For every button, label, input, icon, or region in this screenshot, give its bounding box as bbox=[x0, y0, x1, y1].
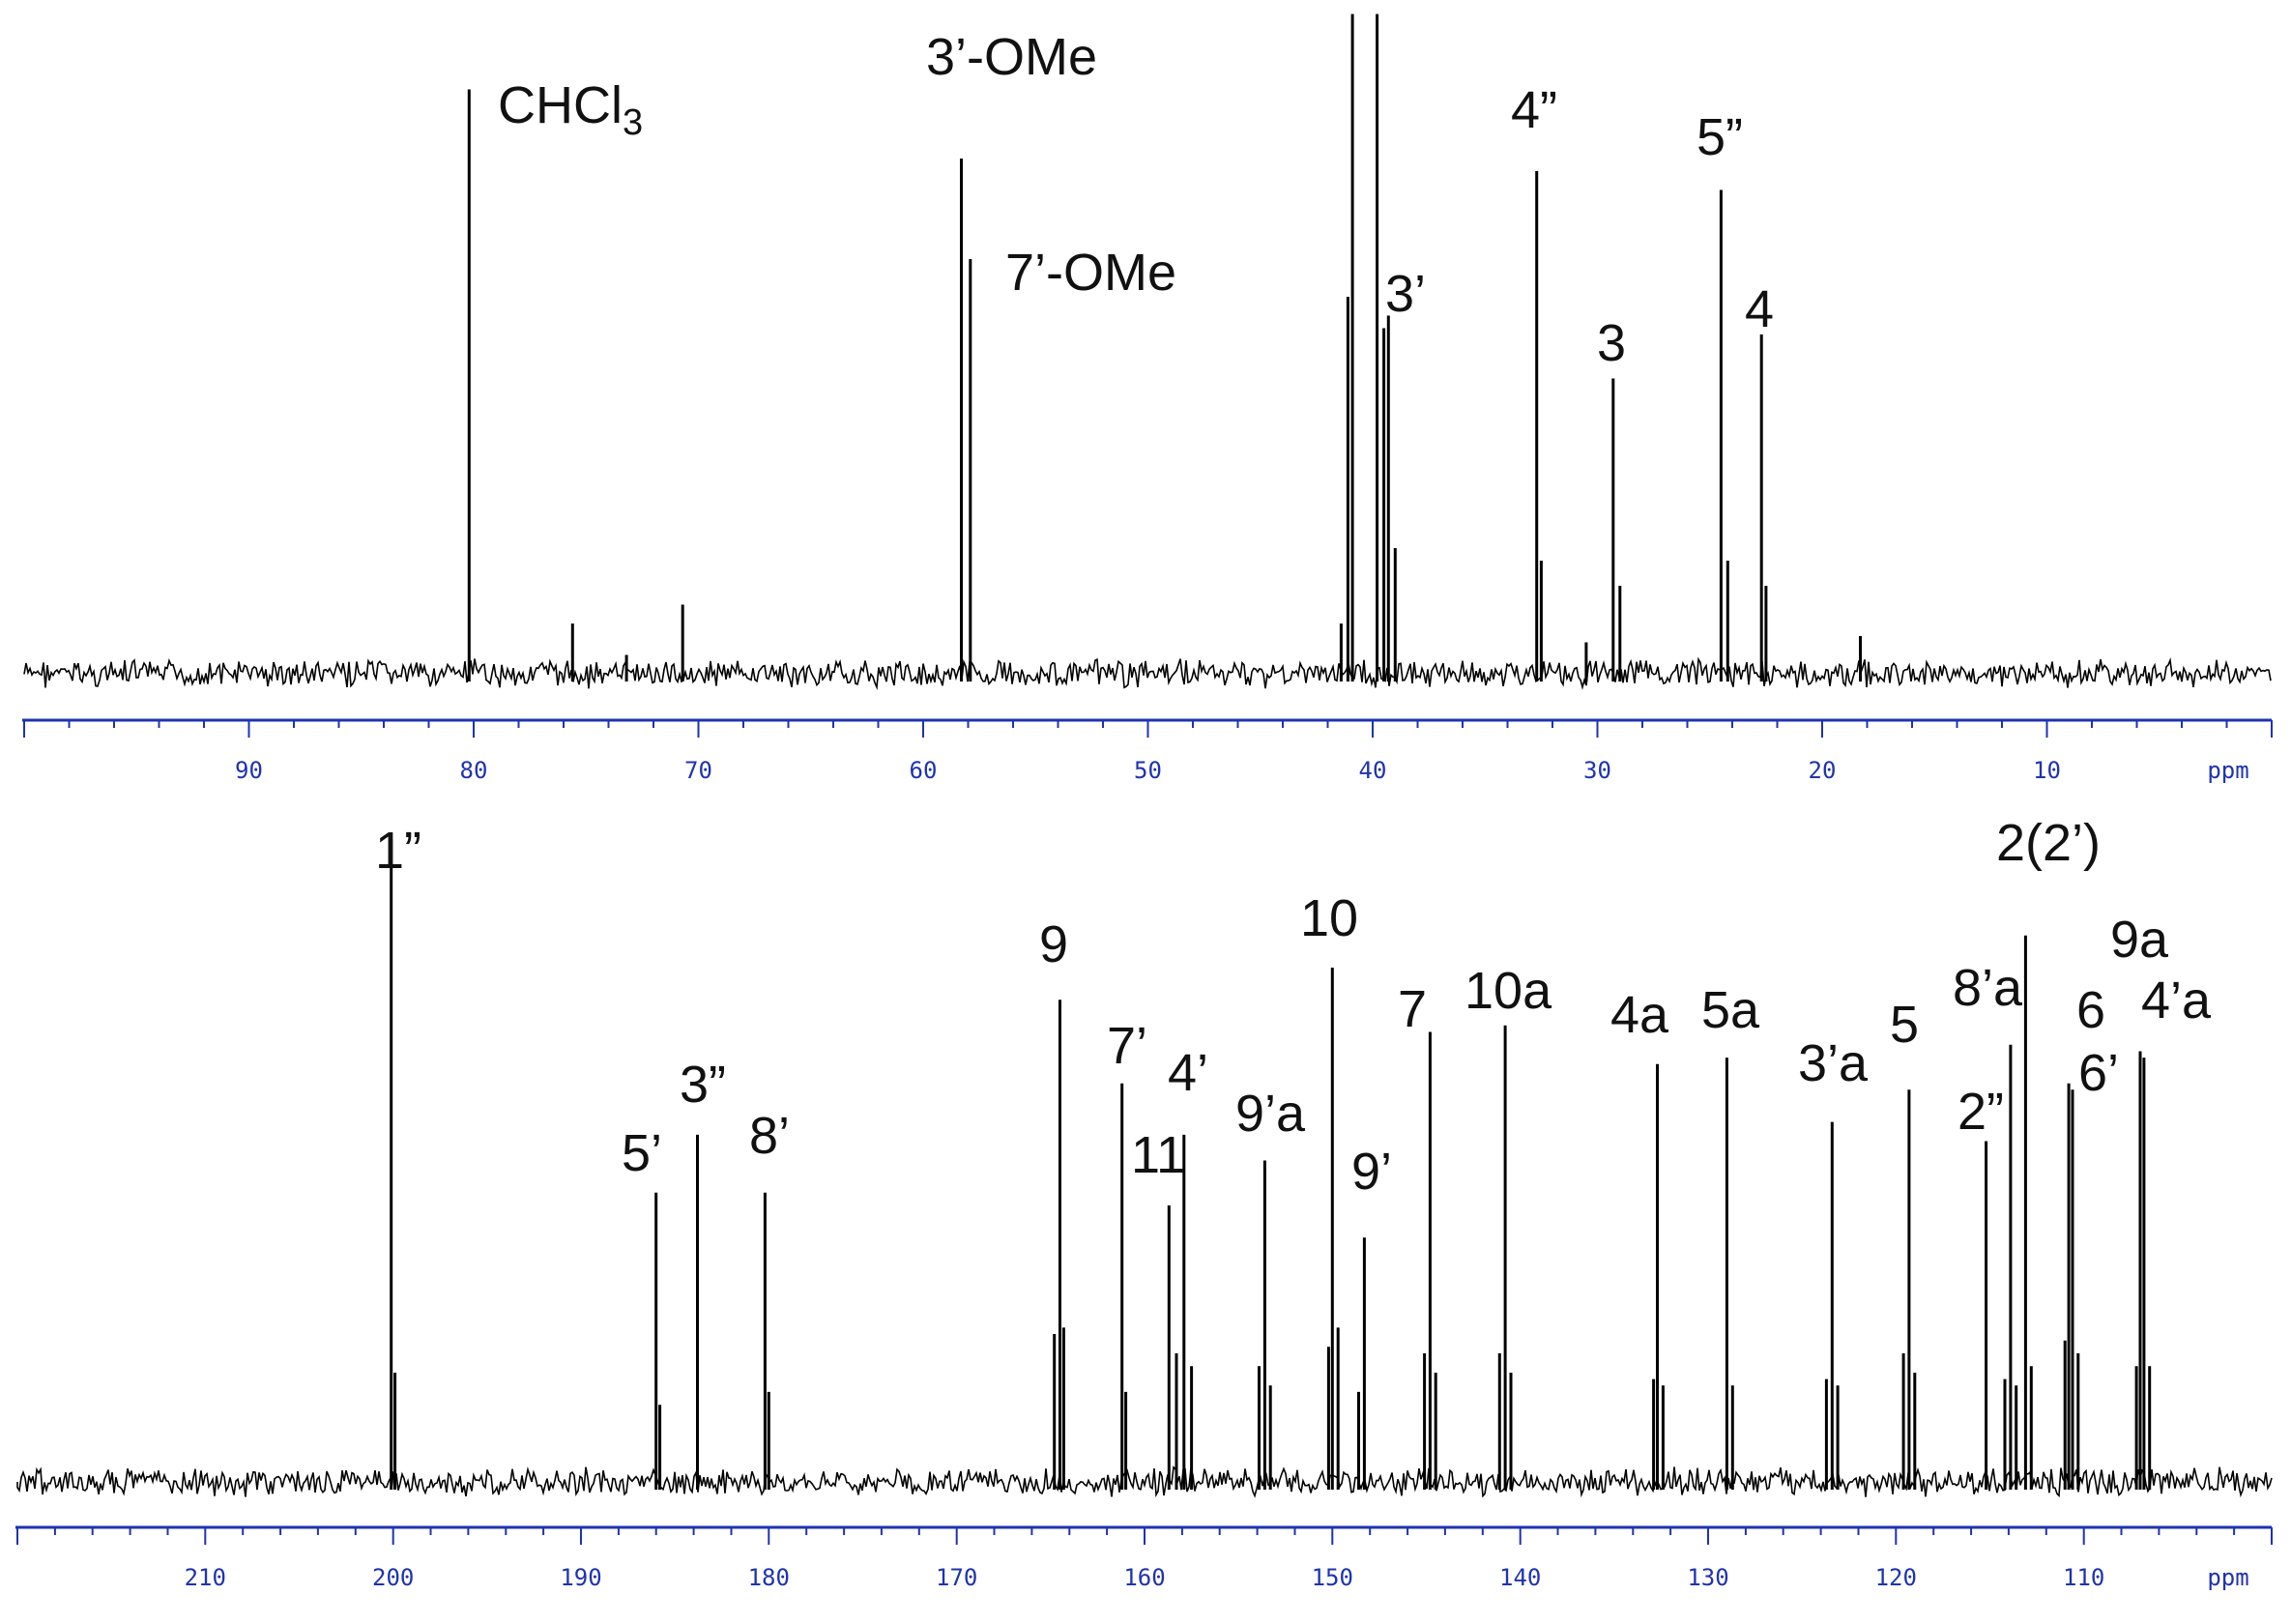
peak-label: 4a bbox=[1610, 986, 1669, 1044]
peak-label: 2” bbox=[1958, 1083, 2004, 1141]
peak-label: 10a bbox=[1464, 962, 1552, 1020]
peak-label: 5” bbox=[1696, 108, 1743, 166]
x-axis-unit-label: ppm bbox=[2207, 757, 2248, 784]
peak-label: 4’ bbox=[1168, 1044, 1208, 1102]
x-tick-label: 190 bbox=[560, 1564, 601, 1591]
peak-label: 10 bbox=[1300, 889, 1358, 947]
spectrum-baseline bbox=[23, 656, 2272, 690]
x-tick-label: 40 bbox=[1359, 757, 1387, 784]
spectrum-top-panel: CHCl3 3’-OMe 7’-OMe 3’ 4” 3 5” 4 90 80 70 60 50 40 30 2… bbox=[22, 14, 2273, 784]
peak-label: 9a bbox=[2110, 911, 2169, 969]
peak-label: CHCl3 bbox=[498, 76, 643, 143]
spectrum-bottom-panel: 1” 5’ 3” 8’ 9 7’ 11 4’ 9’a 10 9’ 7 10a 4a 5a 3’a 5 2” 8’a 2… bbox=[15, 814, 2273, 1591]
peak-label: 11 bbox=[1131, 1126, 1185, 1184]
peak-label: 9 bbox=[1039, 915, 1068, 973]
peak-label: 9’ bbox=[1351, 1143, 1392, 1201]
peak-label: 5’ bbox=[622, 1124, 662, 1182]
peak-label: 9’a bbox=[1235, 1085, 1306, 1143]
x-tick-label: 160 bbox=[1123, 1564, 1165, 1591]
peak-label-subscript: 3 bbox=[623, 102, 643, 143]
x-tick-label: 50 bbox=[1134, 757, 1162, 784]
x-tick-label: 150 bbox=[1312, 1564, 1353, 1591]
peak-label: 5 bbox=[1890, 996, 1919, 1054]
x-tick-label: 170 bbox=[936, 1564, 977, 1591]
peak-label: 3’ bbox=[1385, 265, 1426, 323]
x-tick-label: 130 bbox=[1687, 1564, 1728, 1591]
x-tick-label: 70 bbox=[684, 757, 712, 784]
peak-label: 3’a bbox=[1798, 1034, 1869, 1092]
peak-label: 4’a bbox=[2141, 972, 2212, 1030]
x-tick-label: 110 bbox=[2063, 1564, 2104, 1591]
peak-label: 2(2’) bbox=[1996, 814, 2101, 872]
x-tick-label: 30 bbox=[1583, 757, 1611, 784]
x-tick-label: 10 bbox=[2033, 757, 2061, 784]
peak-label: 7 bbox=[1398, 980, 1427, 1038]
peak-label: 3 bbox=[1597, 314, 1626, 372]
peak-label: 8’a bbox=[1953, 959, 2023, 1017]
x-tick-label: 140 bbox=[1499, 1564, 1541, 1591]
peak-label: 6’ bbox=[2078, 1044, 2119, 1102]
x-tick-label: 60 bbox=[910, 757, 938, 784]
x-tick-label: 210 bbox=[185, 1564, 226, 1591]
peak-label: 6 bbox=[2076, 981, 2105, 1039]
peak-label: 7’ bbox=[1107, 1017, 1147, 1075]
peak-label: 7’-OMe bbox=[1005, 244, 1176, 302]
peak-label: 4” bbox=[1511, 81, 1557, 139]
peak-label: 1” bbox=[375, 822, 421, 880]
peak-label: 5a bbox=[1701, 981, 1760, 1039]
x-tick-label: 20 bbox=[1809, 757, 1837, 784]
peak-label: 3” bbox=[680, 1056, 726, 1114]
x-tick-label: 90 bbox=[235, 757, 263, 784]
x-tick-label: 180 bbox=[748, 1564, 790, 1591]
peak-label: 4 bbox=[1745, 280, 1774, 338]
x-axis-unit-label: ppm bbox=[2207, 1564, 2248, 1591]
x-tick-label: 200 bbox=[372, 1564, 414, 1591]
peak-label: 3’-OMe bbox=[926, 28, 1097, 86]
spectrum-baseline bbox=[16, 1465, 2273, 1498]
peak-label: 8’ bbox=[749, 1107, 790, 1165]
x-tick-label: 80 bbox=[460, 757, 488, 784]
x-tick-label: 120 bbox=[1875, 1564, 1917, 1591]
